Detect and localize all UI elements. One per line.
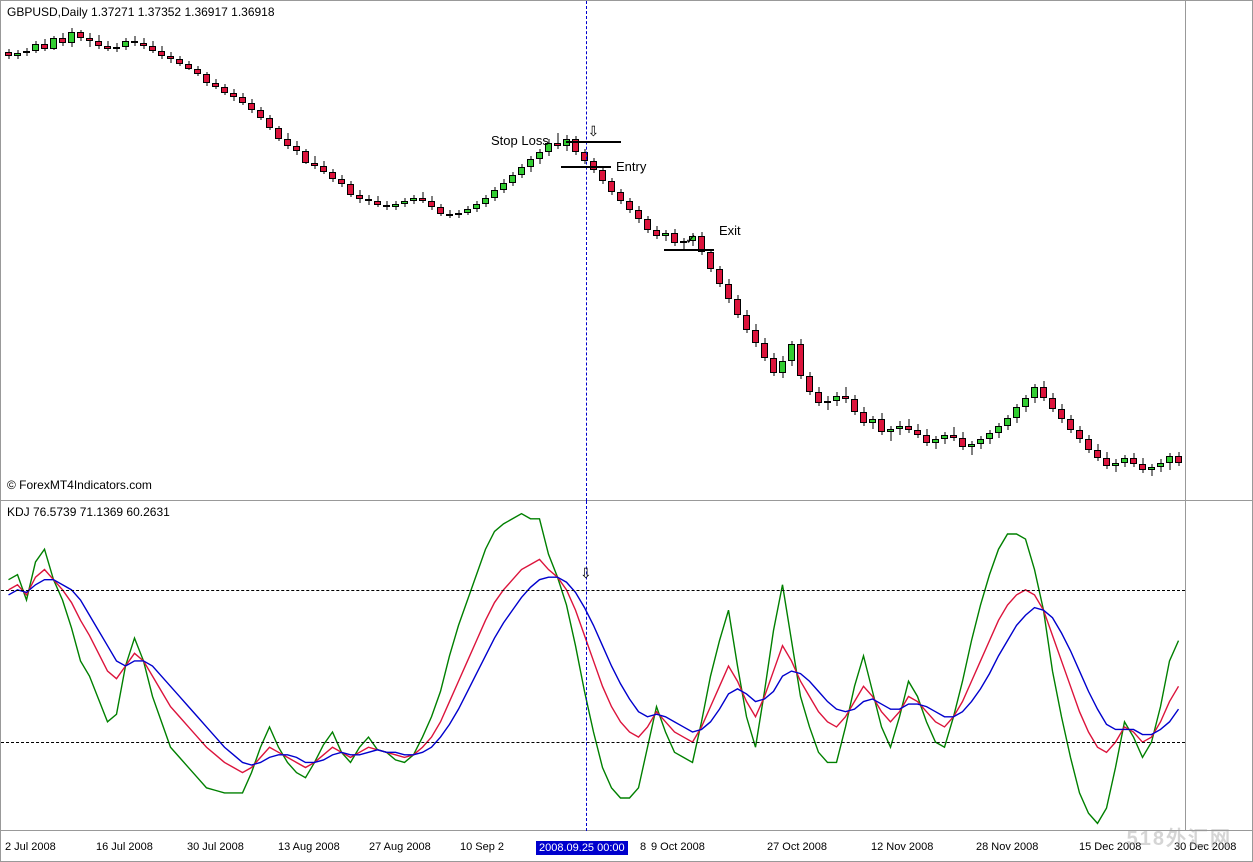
exit-label: Exit bbox=[719, 223, 741, 238]
stop-loss-label: Stop Loss bbox=[491, 133, 549, 148]
price-chart[interactable]: GBPUSD,Daily 1.37271 1.37352 1.36917 1.3… bbox=[1, 1, 1186, 501]
stop-loss-line bbox=[566, 141, 621, 143]
x-axis-label: 30 Jul 2008 bbox=[187, 841, 244, 853]
x-axis-label: 12 Nov 2008 bbox=[871, 841, 933, 853]
crosshair-vertical-indicator bbox=[586, 501, 587, 831]
indicator-arrow-icon: ⇩ bbox=[580, 565, 592, 582]
entry-label: Entry bbox=[616, 159, 646, 174]
x-axis-label: 9 Oct 2008 bbox=[651, 841, 705, 853]
crosshair-date-label: 2008.09.25 00:00 bbox=[536, 841, 628, 855]
x-axis-label: 16 Jul 2008 bbox=[96, 841, 153, 853]
threshold-line bbox=[1, 590, 1185, 591]
entry-line bbox=[561, 166, 611, 168]
x-axis-label: 27 Oct 2008 bbox=[767, 841, 827, 853]
chart-title: GBPUSD,Daily 1.37271 1.37352 1.36917 1.3… bbox=[7, 5, 275, 19]
x-axis-label: 10 Sep 2 bbox=[460, 841, 504, 853]
time-x-axis: 2008.09.25 00:00 2 Jul 2008 16 Jul 2008 30… bbox=[1, 829, 1186, 861]
crosshair-vertical bbox=[586, 1, 587, 501]
indicator-y-axis: 112.255580200.00-9.29 bbox=[1184, 501, 1252, 831]
x-axis-label: 27 Aug 2008 bbox=[369, 841, 431, 853]
threshold-line bbox=[1, 742, 1185, 743]
copyright-label: © ForexMT4Indicators.com bbox=[7, 478, 152, 492]
x-axis-label: 13 Aug 2008 bbox=[278, 841, 340, 853]
exit-check-icon: ✓ bbox=[685, 231, 697, 248]
exit-line bbox=[664, 249, 714, 251]
kdj-lines bbox=[1, 501, 1186, 831]
price-y-axis: 1.992701.937701.881601.826601.771601.716… bbox=[1184, 1, 1252, 501]
x-axis-label: 8 bbox=[640, 841, 646, 853]
stop-loss-arrow-icon: ⇩ bbox=[588, 123, 600, 140]
chart-container: GBPUSD,Daily 1.37271 1.37352 1.36917 1.3… bbox=[0, 0, 1253, 862]
indicator-title: KDJ 76.5739 71.1369 60.2631 bbox=[7, 505, 170, 519]
x-axis-label: 2 Jul 2008 bbox=[5, 841, 56, 853]
watermark-label: 518外汇网 bbox=[1127, 822, 1232, 851]
x-axis-label: 28 Nov 2008 bbox=[976, 841, 1038, 853]
kdj-indicator-chart[interactable]: KDJ 76.5739 71.1369 60.2631 ⇩ bbox=[1, 501, 1186, 831]
